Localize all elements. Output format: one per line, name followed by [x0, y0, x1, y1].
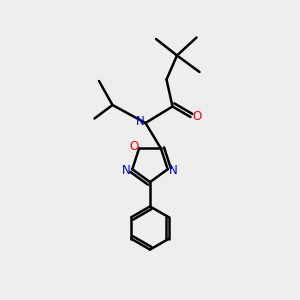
Text: N: N [122, 164, 131, 177]
Text: O: O [193, 110, 202, 124]
Text: O: O [129, 140, 138, 154]
Text: N: N [169, 164, 178, 177]
Text: N: N [136, 115, 145, 128]
